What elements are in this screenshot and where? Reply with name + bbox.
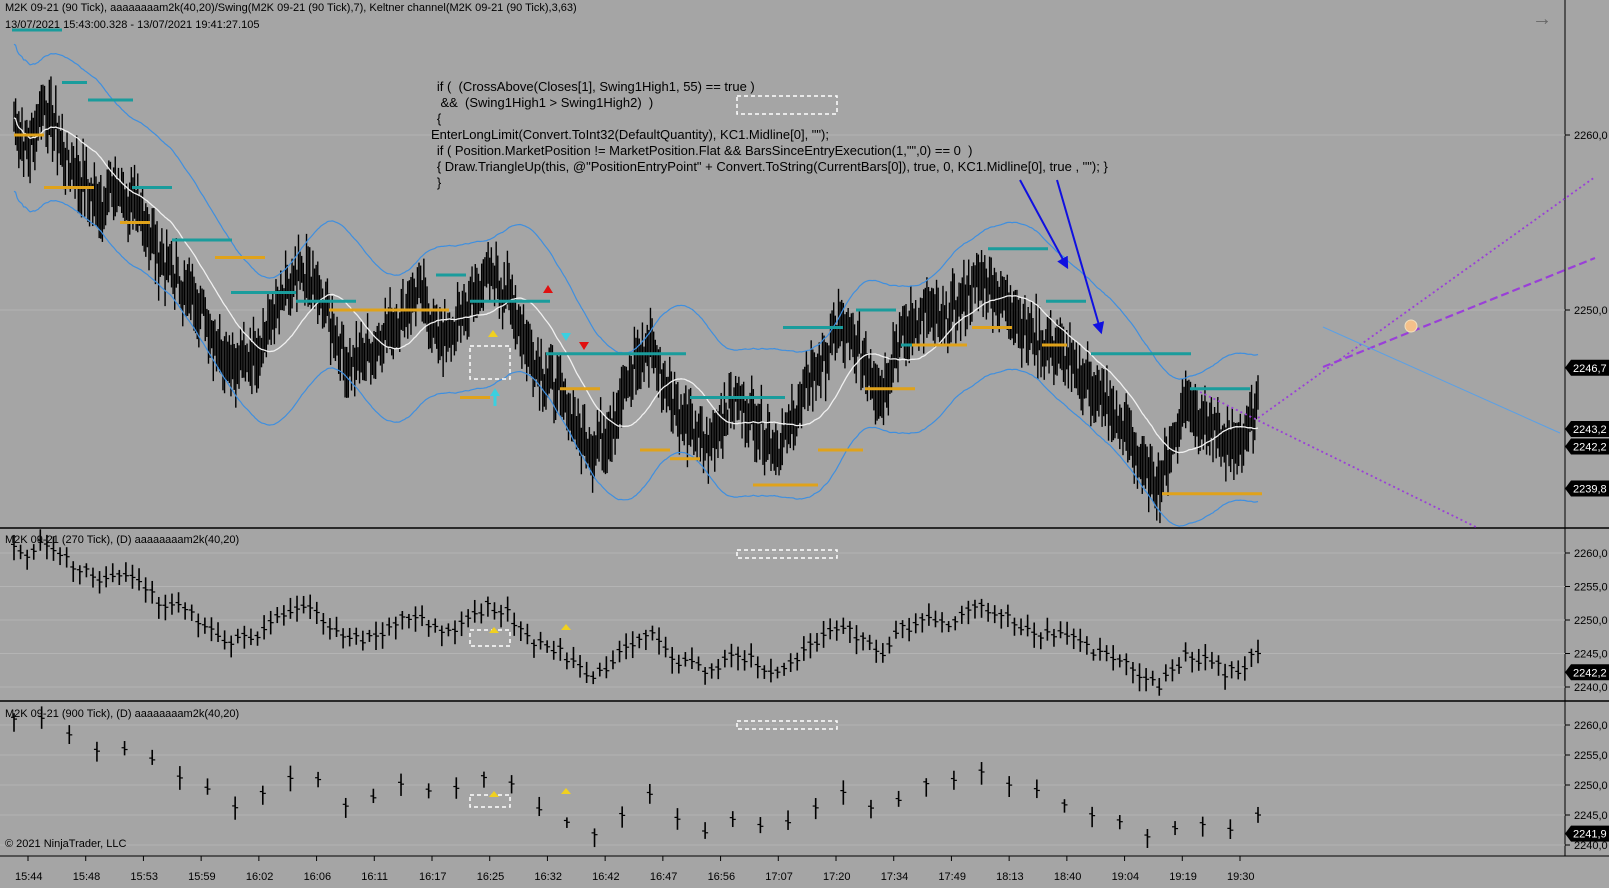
keltner-lower-band xyxy=(13,190,1259,527)
annotation-arrow xyxy=(1056,179,1105,335)
x-tick-label: 16:02 xyxy=(246,871,274,883)
x-tick-label: 15:48 xyxy=(73,871,101,883)
triangle-up-marker xyxy=(489,627,499,633)
annotation-arrow xyxy=(1019,179,1069,270)
price-tag-label: 2241,9 xyxy=(1573,829,1607,841)
highlight-box xyxy=(736,549,838,559)
code-line-5: if ( Position.MarketPosition != MarketPo… xyxy=(426,143,973,158)
panel3-price-bars xyxy=(11,706,1261,848)
price-tag-bg xyxy=(1565,421,1609,437)
code-line-1: if ( (CrossAbove(Closes[1], Swing1High1,… xyxy=(426,79,755,94)
trendline-lower xyxy=(1199,391,1479,529)
chart-date-range: 13/07/2021 15:43:00.328 - 13/07/2021 19:… xyxy=(5,19,260,31)
main-price-bars xyxy=(13,76,1259,524)
copyright-text: © 2021 NinjaTrader, LLC xyxy=(5,838,127,850)
x-tick-label: 16:47 xyxy=(650,871,678,883)
y-tick-label: 2245,0 xyxy=(1574,810,1608,822)
x-tick-label: 17:07 xyxy=(765,871,793,883)
price-tag-bg xyxy=(1565,359,1609,376)
entry-arrow-up xyxy=(561,333,571,341)
x-tick-label: 18:13 xyxy=(996,871,1024,883)
chart-title: M2K 09-21 (90 Tick), aaaaaaaam2k(40,20)/… xyxy=(5,2,577,14)
price-tag xyxy=(1565,359,1609,376)
triangle-up-marker xyxy=(488,330,498,337)
y-tick-label: 2260,0 xyxy=(1574,548,1608,560)
anchor-dot xyxy=(1404,319,1418,333)
price-tag xyxy=(1565,825,1609,842)
highlight-box xyxy=(469,794,511,808)
price-tag-bg xyxy=(1565,664,1609,681)
price-tag-label: 2242,2 xyxy=(1573,667,1607,679)
x-tick-label: 16:32 xyxy=(534,871,562,883)
highlight-box xyxy=(736,720,838,730)
panel2-price-bars xyxy=(11,529,1261,696)
price-tag-bg xyxy=(1565,825,1609,842)
code-line-2: && (Swing1High1 > Swing1High2) ) xyxy=(426,95,654,110)
x-tick-label: 18:40 xyxy=(1054,871,1082,883)
x-tick-label: 17:20 xyxy=(823,871,851,883)
highlight-box xyxy=(736,95,838,115)
triangle-up-marker xyxy=(489,791,499,797)
panel3-title: M2K 09-21 (900 Tick), (D) aaaaaaaam2k(40… xyxy=(5,708,240,720)
price-tag-bg xyxy=(1565,438,1609,455)
exit-arrow-down xyxy=(543,285,553,293)
price-tag xyxy=(1565,421,1609,437)
x-tick-label: 16:56 xyxy=(708,871,736,883)
exit-arrow-down xyxy=(579,342,589,350)
y-tick-label: 2255,0 xyxy=(1574,750,1608,762)
x-tick-label: 15:59 xyxy=(188,871,216,883)
price-tag xyxy=(1565,480,1609,497)
keltner-midline xyxy=(13,117,1259,454)
x-tick-label: 16:25 xyxy=(477,871,505,883)
x-tick-label: 16:17 xyxy=(419,871,447,883)
x-tick-label: 16:42 xyxy=(592,871,620,883)
y-tick-label: 2250,0 xyxy=(1574,305,1608,317)
price-tag-label: 2239,8 xyxy=(1573,484,1607,496)
x-tick-label: 17:34 xyxy=(881,871,909,883)
y-tick-label: 2250,0 xyxy=(1574,615,1608,627)
price-tag-bg xyxy=(1565,480,1609,497)
price-tag-label: 2242,2 xyxy=(1573,442,1607,454)
y-tick-label: 2260,0 xyxy=(1574,720,1608,732)
price-tag xyxy=(1565,664,1609,681)
x-tick-label: 19:30 xyxy=(1227,871,1255,883)
x-tick-label: 16:06 xyxy=(304,871,332,883)
trendline-blue xyxy=(1322,326,1561,434)
triangle-up-marker xyxy=(561,624,571,630)
x-tick-label: 15:53 xyxy=(130,871,158,883)
keltner-upper-band xyxy=(13,43,1259,380)
y-tick-label: 2240,0 xyxy=(1574,840,1608,852)
panel2-title: M2K 09-21 (270 Tick), (D) aaaaaaaam2k(40… xyxy=(5,534,240,546)
arrow-right-icon[interactable]: → xyxy=(1532,8,1552,30)
code-line-4: EnterLongLimit(Convert.ToInt32(DefaultQu… xyxy=(431,127,829,142)
entry-arrow-up xyxy=(490,388,500,396)
price-tag-label: 2243,2 xyxy=(1573,424,1607,436)
y-tick-label: 2255,0 xyxy=(1574,582,1608,594)
x-tick-label: 19:04 xyxy=(1112,871,1140,883)
y-tick-label: 2245,0 xyxy=(1574,649,1608,661)
x-tick-label: 15:44 xyxy=(15,871,43,883)
x-tick-label: 19:19 xyxy=(1169,871,1197,883)
trendline-upper xyxy=(1257,176,1596,419)
y-tick-label: 2240,0 xyxy=(1574,682,1608,694)
code-line-3: { xyxy=(426,111,442,126)
price-tag-label: 2246,7 xyxy=(1573,363,1607,375)
y-tick-label: 2250,0 xyxy=(1574,780,1608,792)
code-line-6: { Draw.TriangleUp(this, @"PositionEntryP… xyxy=(426,159,1108,174)
highlight-box xyxy=(469,345,511,380)
trendline-dashed xyxy=(1322,256,1596,369)
triangle-up-marker xyxy=(561,788,571,794)
y-tick-label: 2260,0 xyxy=(1574,130,1608,142)
x-tick-label: 17:49 xyxy=(938,871,966,883)
x-tick-label: 16:11 xyxy=(361,871,388,883)
price-tag xyxy=(1565,438,1609,455)
code-line-7: } xyxy=(426,175,442,190)
